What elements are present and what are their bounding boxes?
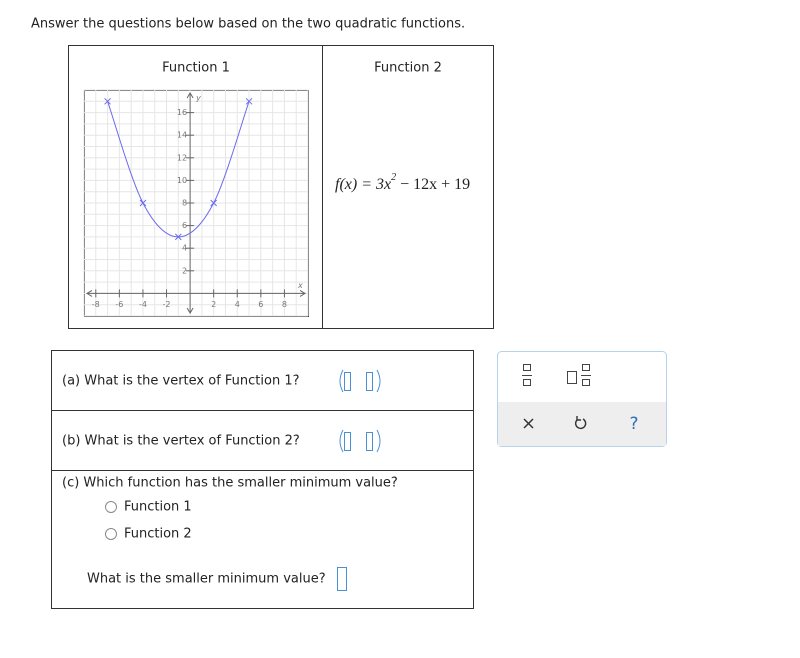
option-label[interactable]: Function 1 — [124, 500, 192, 515]
clear-button[interactable] — [523, 418, 534, 429]
x-axis-label: x — [297, 281, 303, 290]
question-c: (c) Which function has the smaller minim… — [62, 476, 398, 491]
formula-part: f(x) = 3x — [335, 176, 391, 193]
y-tick-label: 6 — [182, 221, 187, 230]
mixed-number-button[interactable] — [567, 364, 592, 386]
radio[interactable] — [105, 528, 117, 540]
y-tick-label: 4 — [182, 244, 187, 253]
question-d: What is the smaller minimum value? — [87, 572, 326, 587]
y-axis-label: y — [195, 94, 201, 103]
fraction-button[interactable] — [522, 364, 532, 386]
pair-input[interactable] — [339, 429, 381, 453]
question-b: (b) What is the vertex of Function 2? — [62, 434, 300, 449]
radio[interactable] — [105, 501, 117, 513]
y-tick-label: 8 — [182, 199, 187, 208]
graph: x y -8 -6 -4 -2 2 4 6 8 2 4 6 8 10 12 14 16 — [83, 89, 309, 317]
point — [245, 97, 253, 105]
x-tick-label: 8 — [282, 300, 287, 309]
y-tick-label: 14 — [177, 131, 187, 140]
y-tick-label: 16 — [177, 108, 187, 117]
question-a: (a) What is the vertex of Function 1? — [62, 374, 300, 389]
y-tick-label: 10 — [177, 176, 187, 185]
x-tick-label: -8 — [92, 300, 100, 309]
undo-button[interactable] — [574, 416, 587, 430]
function-table — [68, 45, 494, 329]
answer-input[interactable] — [337, 567, 347, 591]
x-tick-label: 2 — [211, 300, 216, 309]
formula: f(x) = 3x2 − 12x + 19 — [335, 172, 470, 192]
x-tick-label: -4 — [139, 300, 147, 309]
x-tick-label: 6 — [258, 300, 263, 309]
point — [139, 199, 147, 207]
x-tick-label: -6 — [115, 300, 123, 309]
formula-exponent: 2 — [391, 172, 396, 183]
help-button[interactable]: ? — [629, 414, 638, 434]
pair-input[interactable] — [339, 369, 381, 393]
header: Function 2 — [374, 61, 442, 76]
toolbar: ? — [497, 351, 667, 447]
x-tick-label: 4 — [235, 300, 240, 309]
formula-part: − 12x + 19 — [396, 176, 470, 193]
point — [174, 233, 182, 241]
y-tick-label: 12 — [177, 153, 187, 162]
y-tick-label: 2 — [182, 266, 187, 275]
header: Function 1 — [162, 61, 230, 76]
option-label[interactable]: Function 2 — [124, 527, 192, 542]
axis-arrows — [86, 92, 306, 314]
point — [104, 97, 111, 105]
question-box — [51, 350, 474, 609]
x-tick-label: -2 — [163, 300, 171, 309]
point — [210, 199, 218, 207]
instruction: Answer the questions below based on the … — [31, 17, 465, 32]
